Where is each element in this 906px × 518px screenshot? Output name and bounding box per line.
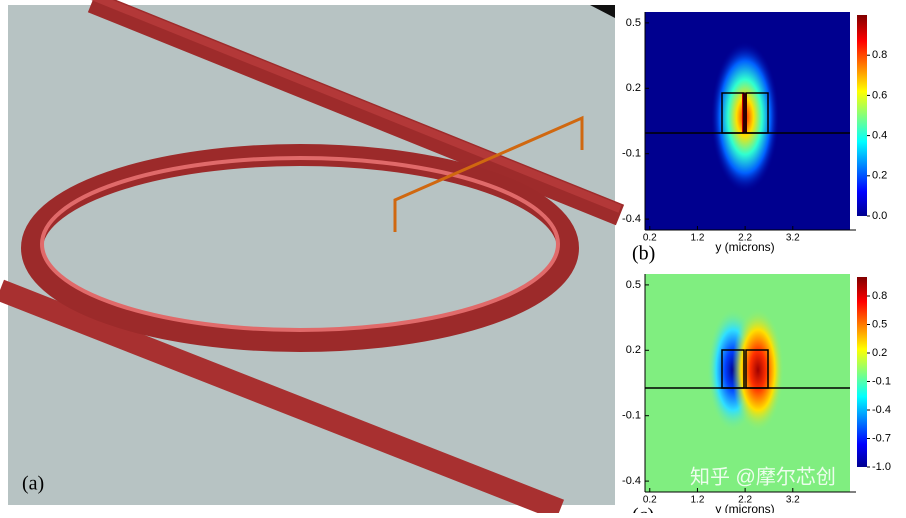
- colorbar-tick-label: 0.8: [872, 49, 887, 61]
- y-tick-label: -0.4: [622, 213, 641, 225]
- colorbar-tick-label: 0.2: [872, 347, 887, 359]
- x-tick-label: 1.2: [690, 233, 704, 244]
- colorbar-tick-label: -1.0: [872, 461, 891, 473]
- colorbar-tick-label: 0.2: [872, 170, 887, 182]
- panel-label: (b): [632, 243, 655, 265]
- colorbar-tick-label: 0.0: [872, 210, 887, 222]
- colorbar-tick-label: 0.6: [872, 89, 887, 101]
- render-panel: (a): [0, 0, 625, 518]
- colorbar-tick-label: 0.8: [872, 290, 887, 302]
- x-tick-label: 0.2: [643, 495, 657, 506]
- x-tick-label: 1.2: [690, 495, 704, 506]
- colorbar-tick-label: -0.4: [872, 404, 891, 416]
- colorbar-tick-label: -0.7: [872, 432, 891, 444]
- colorbar-tick-label: -0.1: [872, 375, 891, 387]
- x-tick-label: 3.2: [786, 495, 800, 506]
- x-axis-label: y (microns): [715, 240, 774, 254]
- y-tick-label: 0.2: [626, 344, 641, 356]
- y-tick-label: -0.1: [622, 148, 641, 160]
- x-tick-label: 0.2: [643, 233, 657, 244]
- colorbar-tick-label: 0.4: [872, 130, 887, 142]
- field-c: [645, 274, 850, 492]
- x-axis-label: y (microns): [715, 502, 774, 513]
- x-tick-label: 2.2: [738, 233, 752, 244]
- y-tick-label: 0.5: [626, 17, 641, 29]
- x-tick-label: 3.2: [786, 233, 800, 244]
- y-tick-label: 0.2: [626, 82, 641, 94]
- panel-label: (a): [22, 473, 44, 495]
- waveguide-outline: [645, 92, 850, 389]
- field-b: [645, 12, 850, 230]
- x-tick-label: 2.2: [738, 495, 752, 506]
- panel-label: (c): [632, 505, 654, 513]
- watermark: 知乎 @摩尔芯创: [690, 465, 836, 488]
- colorbar: [857, 15, 867, 216]
- colorbar: [857, 277, 867, 467]
- y-tick-label: -0.1: [622, 410, 641, 422]
- colorbar-tick-label: 0.5: [872, 318, 887, 330]
- y-tick-label: -0.4: [622, 475, 641, 487]
- y-tick-label: 0.5: [626, 279, 641, 291]
